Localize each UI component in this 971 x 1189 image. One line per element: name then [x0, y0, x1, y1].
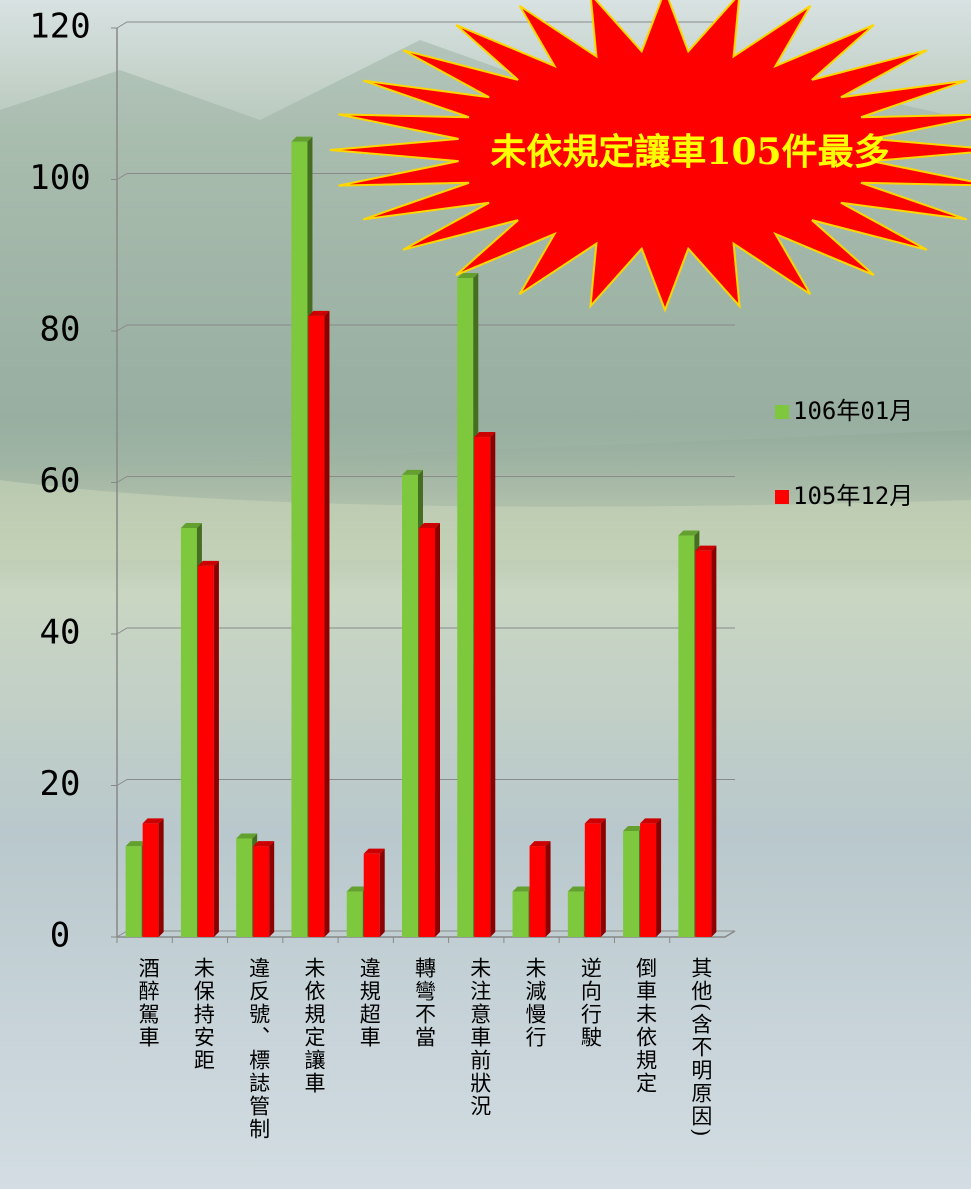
bar-front [253, 846, 270, 937]
annotation-burst [329, 0, 971, 313]
bar-front [180, 527, 197, 937]
bar [529, 841, 551, 937]
bar-top [291, 136, 313, 142]
bar-side [435, 522, 440, 937]
bar-front [402, 474, 418, 937]
bar-top [180, 522, 202, 528]
bar-top [457, 272, 479, 278]
bar-top [512, 886, 534, 892]
bar [363, 848, 385, 937]
bar-front [142, 823, 159, 937]
bar [308, 310, 330, 938]
bar-side [158, 818, 164, 937]
bar-top [623, 825, 645, 831]
bar-front [678, 535, 695, 937]
bar-side [269, 841, 275, 937]
x-tick-label: 未保持安距 [191, 957, 215, 1072]
x-tick-label: 未減慢行 [523, 957, 547, 1049]
bar-front [308, 315, 325, 938]
bar-top [346, 886, 368, 892]
bar-top [678, 530, 700, 536]
annotation: 未依規定讓車105件最多 [490, 131, 889, 173]
bar-front [623, 830, 640, 937]
bar-top [142, 818, 164, 824]
y-tick-label: 120 [29, 7, 90, 47]
legend-swatch [775, 490, 789, 504]
burst-shape [329, 0, 971, 313]
bar [142, 818, 164, 937]
bar-front [197, 565, 214, 937]
legend-label: 105年12月 [793, 482, 913, 510]
bar-front [640, 823, 657, 937]
x-tick-label: 其他(含不明原因) [689, 957, 713, 1138]
grid-line [116, 627, 735, 635]
bar [474, 432, 496, 937]
bar-front [363, 853, 380, 937]
x-tick-label: 轉彎不當 [413, 957, 437, 1049]
bar-front [419, 527, 435, 937]
bar-front [529, 846, 546, 937]
bar-top [253, 841, 275, 847]
x-tick-label: 未注意車前狀況 [468, 957, 492, 1118]
bar-top [363, 848, 385, 854]
bar-top [308, 310, 330, 316]
grid-line [116, 476, 735, 483]
x-tick-label: 未依規定讓車 [302, 957, 326, 1095]
bar-side [490, 432, 496, 937]
bar [695, 545, 717, 937]
bar-front [584, 823, 601, 937]
bar-front [695, 550, 712, 937]
bar-front [512, 891, 529, 937]
bar-front [474, 437, 491, 937]
bar-top [197, 560, 219, 566]
bar-side [711, 545, 717, 937]
y-tick-label: 0 [50, 916, 70, 956]
bar-top [584, 818, 606, 824]
bar-top [695, 545, 717, 551]
plot: 0 20 40 60 80 100 120 酒醉駕車 未保持安距 違反號、標誌管制 未依規定讓車 違規… [29, 7, 913, 1142]
legend-label: 106年01月 [793, 397, 913, 425]
y-tick-label: 40 [40, 613, 81, 653]
bar-front [291, 141, 308, 937]
bar-side [656, 818, 662, 937]
bar [640, 818, 662, 937]
bar [419, 522, 440, 937]
x-tick-label: 違反號、標誌管制 [247, 957, 271, 1141]
grid-line [116, 324, 735, 332]
bar [197, 560, 219, 937]
x-tick-label: 逆向行駛 [578, 957, 602, 1049]
x-tick-label: 倒車未依規定 [634, 957, 658, 1095]
bar-front [457, 277, 474, 938]
bar-side [213, 560, 219, 937]
bar-side [545, 841, 551, 937]
x-tick-label: 酒醉駕車 [136, 957, 160, 1049]
bar-front [346, 891, 363, 937]
y-tick-label: 60 [40, 461, 81, 501]
y-tick-label: 80 [40, 310, 81, 350]
bar-top [402, 469, 423, 475]
grid-line [116, 779, 735, 786]
legend-swatch [775, 405, 789, 419]
y-tick-label: 20 [40, 764, 81, 804]
bar-top [640, 818, 662, 824]
bar-top [125, 841, 147, 847]
bar [253, 841, 275, 937]
bar-front [236, 838, 253, 937]
bar-side [600, 818, 606, 937]
bar-front [125, 846, 142, 937]
bar-front [567, 891, 584, 937]
bar-top [474, 432, 496, 438]
x-tick-label: 違規超車 [357, 957, 381, 1049]
bar-top [529, 841, 551, 847]
bar-side [379, 848, 385, 937]
y-tick-label: 100 [29, 158, 90, 198]
bar-top [236, 833, 258, 839]
bar [584, 818, 606, 937]
bar-top [419, 522, 440, 528]
bar-top [567, 886, 589, 892]
bar-side [324, 310, 330, 938]
